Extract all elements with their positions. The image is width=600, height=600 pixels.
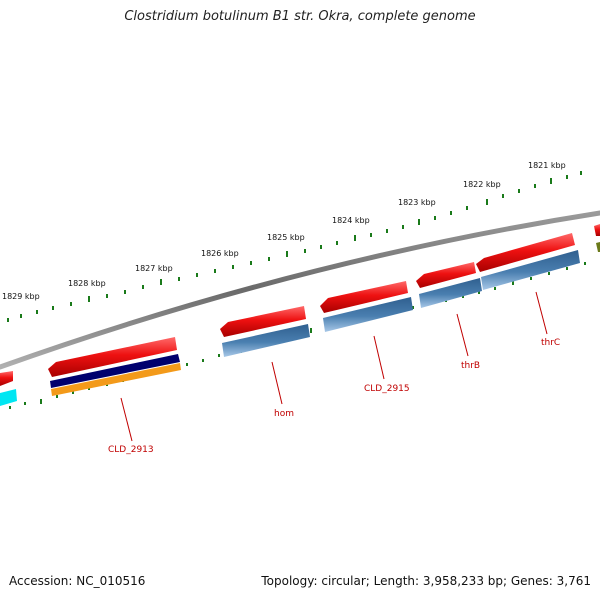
scale-label-1824: 1824 kbp xyxy=(332,216,370,225)
gene-arrow-right-edge[interactable] xyxy=(594,224,600,236)
gene-arrow-hom[interactable] xyxy=(220,306,306,337)
outer-scale-ticks xyxy=(7,171,582,322)
scale-label-1825: 1825 kbp xyxy=(267,233,305,242)
gene-bar-thrc[interactable] xyxy=(481,250,580,290)
scale-label-1827: 1827 kbp xyxy=(135,264,173,273)
gene-bar-left-cyan[interactable] xyxy=(0,389,17,406)
gene-label-cld-2915[interactable]: CLD_2915 xyxy=(364,384,410,394)
gene-arrow-left-edge[interactable] xyxy=(0,371,13,386)
gene-bar-cld-2913-navy[interactable] xyxy=(50,354,180,388)
scale-label-1822: 1822 kbp xyxy=(463,180,501,189)
gene-label-hom[interactable]: hom xyxy=(274,409,294,419)
gene-arrow-cld-2913[interactable] xyxy=(48,337,177,377)
genome-title: Clostridium botulinum B1 str. Okra, comp… xyxy=(124,9,476,24)
gene-arrow-thrb[interactable] xyxy=(416,262,476,288)
gene-label-thrc[interactable]: thrC xyxy=(541,338,560,348)
gene-label-cld-2913[interactable]: CLD_2913 xyxy=(108,445,154,455)
gene-arrow-cld-2915[interactable] xyxy=(320,281,408,313)
gene-label-thrb[interactable]: thrB xyxy=(461,361,480,371)
gene-bar-cld-2913-orange[interactable] xyxy=(51,363,181,396)
scale-label-1823: 1823 kbp xyxy=(398,198,436,207)
gene-bar-hom[interactable] xyxy=(222,324,310,357)
scale-label-1829: 1829 kbp xyxy=(2,292,40,301)
genome-summary-text: Topology: circular; Length: 3,958,233 bp… xyxy=(261,574,591,588)
gene-bar-right-edge-olive[interactable] xyxy=(596,242,600,252)
gene-bar-cld-2915[interactable] xyxy=(323,297,413,332)
gene-arrow-thrc[interactable] xyxy=(476,233,575,272)
scale-label-1821: 1821 kbp xyxy=(528,161,566,170)
accession-text: Accession: NC_010516 xyxy=(9,574,146,588)
scale-label-1828: 1828 kbp xyxy=(68,279,106,288)
label-leader-lines xyxy=(120,291,548,442)
gene-bar-thrb[interactable] xyxy=(419,278,482,308)
genome-backbone xyxy=(0,210,600,370)
scale-label-1826: 1826 kbp xyxy=(201,249,239,258)
